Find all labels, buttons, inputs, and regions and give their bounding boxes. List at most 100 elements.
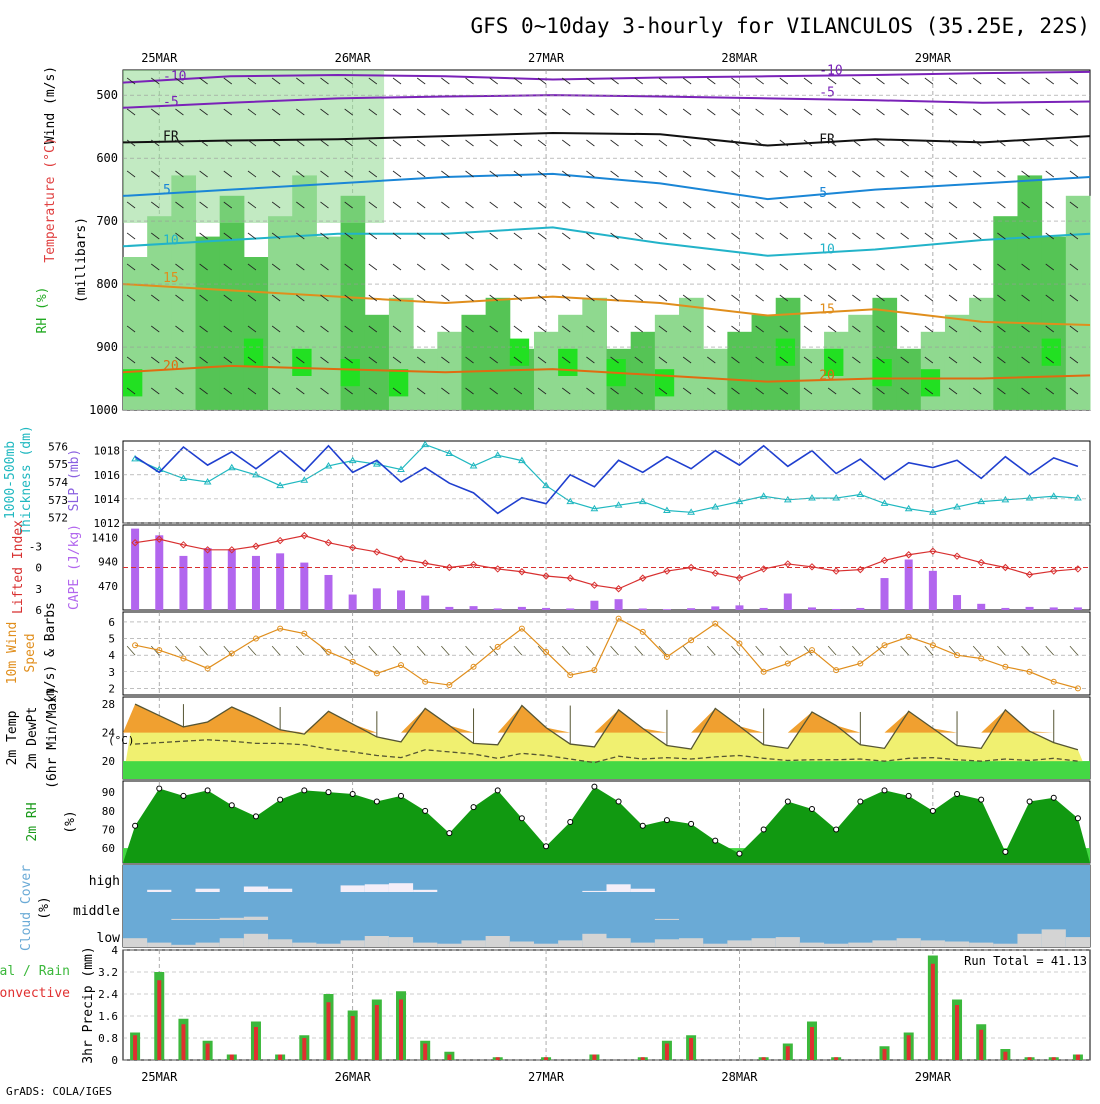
wind-barb — [972, 356, 982, 364]
wind-speed-point — [857, 660, 864, 667]
rh-column — [219, 195, 245, 410]
rh-high-patch — [920, 369, 941, 397]
li-tick: 3 — [35, 583, 42, 596]
wind-barb — [707, 325, 716, 333]
temp-contour-minus10-label: -10 — [163, 70, 186, 85]
rh-point — [494, 787, 501, 794]
wind-barb — [175, 263, 184, 271]
wind-barb — [924, 263, 934, 271]
wind-barb — [1069, 139, 1079, 147]
wind-barb — [634, 139, 644, 147]
precip-convective-bar — [640, 1057, 645, 1060]
wind-barb — [441, 170, 450, 178]
wind-barb — [682, 170, 692, 178]
thickness-point — [783, 495, 792, 503]
cape-bar — [904, 559, 913, 610]
cloud-bar-low — [509, 941, 534, 947]
rh-point — [784, 798, 791, 805]
temp-tick: 20 — [102, 755, 115, 768]
wind-barb — [489, 77, 498, 85]
wind-barb — [1069, 108, 1079, 116]
wind-speed-point — [639, 628, 646, 635]
wind-barb — [1021, 263, 1030, 271]
wind-barb — [779, 387, 789, 395]
wind-barb — [296, 325, 305, 333]
wind-barb — [827, 201, 837, 209]
surface-wind-barb — [1021, 645, 1030, 656]
rh-tick: 80 — [102, 805, 115, 818]
wind-barb — [948, 325, 958, 333]
wind-barb — [731, 325, 740, 333]
wind-barb — [465, 325, 474, 333]
rh-column — [679, 297, 704, 410]
wind-speed-point — [252, 635, 259, 642]
cloud-bar-high — [582, 890, 607, 892]
wind-barb — [126, 232, 136, 240]
wind-barb — [199, 77, 208, 85]
wind-barb — [416, 387, 426, 395]
cape-bar — [928, 570, 937, 610]
wind-barb — [731, 387, 740, 395]
wind-barb — [175, 325, 184, 333]
thickness-point — [421, 440, 430, 448]
cape-bar — [131, 528, 140, 610]
lifted-index-point — [469, 560, 478, 569]
cape-bar — [590, 600, 599, 610]
wind-speed-point — [373, 670, 380, 677]
wind-barb — [1021, 77, 1030, 85]
wind-barb — [852, 356, 861, 364]
cloud-bar-middle — [195, 918, 220, 920]
rh-point — [301, 787, 308, 794]
wind-barb — [247, 387, 257, 395]
wind-barb — [658, 201, 668, 209]
wind-tick: 6 — [108, 616, 115, 629]
lifted-index-point — [542, 572, 550, 580]
wind-barb — [634, 108, 644, 116]
temp-contour-10-label: 10 — [163, 233, 179, 248]
cape-bar — [711, 606, 720, 610]
wind-barb — [972, 232, 982, 240]
wind-barb — [610, 201, 619, 209]
rh-point — [639, 822, 646, 829]
temp-axis-label: 2m Temp — [5, 710, 20, 765]
cape-axis-label: Lifted Index — [11, 520, 26, 614]
thickness-point — [300, 476, 309, 483]
wind-speed-point — [204, 665, 211, 672]
rh-axis-label: 2m RH — [25, 802, 40, 841]
wind-barb — [151, 108, 160, 116]
precip-convective-bar — [447, 1054, 452, 1060]
wind-speed-point — [1002, 663, 1009, 670]
wind-barb — [151, 232, 160, 240]
wind-tick: 3 — [108, 666, 115, 679]
wind-barb — [537, 263, 547, 271]
wind-barb — [779, 77, 789, 85]
cape-bar — [1073, 607, 1082, 610]
wind-barb — [997, 263, 1006, 271]
wind-tick: 2 — [108, 682, 115, 695]
precip-convective-bar — [906, 1035, 911, 1060]
wind-barb — [344, 77, 353, 85]
panel-frame-precip — [122, 949, 1091, 1061]
wind-barb — [707, 170, 716, 178]
wind-barb — [997, 170, 1006, 178]
precip-convective-bar — [133, 1035, 138, 1060]
wind-barb — [610, 232, 619, 240]
thickness-point — [1001, 495, 1010, 503]
wind-barb — [827, 139, 837, 147]
precip-tick: 3.2 — [98, 966, 118, 979]
wind-barb — [561, 201, 571, 209]
cape-bar — [251, 555, 260, 610]
wind-barb — [803, 170, 813, 178]
thickness-point — [227, 463, 236, 471]
wind-barb — [682, 139, 692, 147]
wind-barb — [876, 108, 885, 116]
wind-barb — [513, 139, 523, 147]
wind-barb — [731, 294, 740, 302]
wind-barb — [344, 356, 353, 364]
wind-barb — [368, 139, 378, 147]
surface-wind-barb — [1069, 645, 1079, 656]
cape-bar — [977, 603, 986, 610]
wind-barb — [344, 232, 353, 240]
wind-barb — [779, 232, 789, 240]
wind-barb — [731, 263, 740, 271]
